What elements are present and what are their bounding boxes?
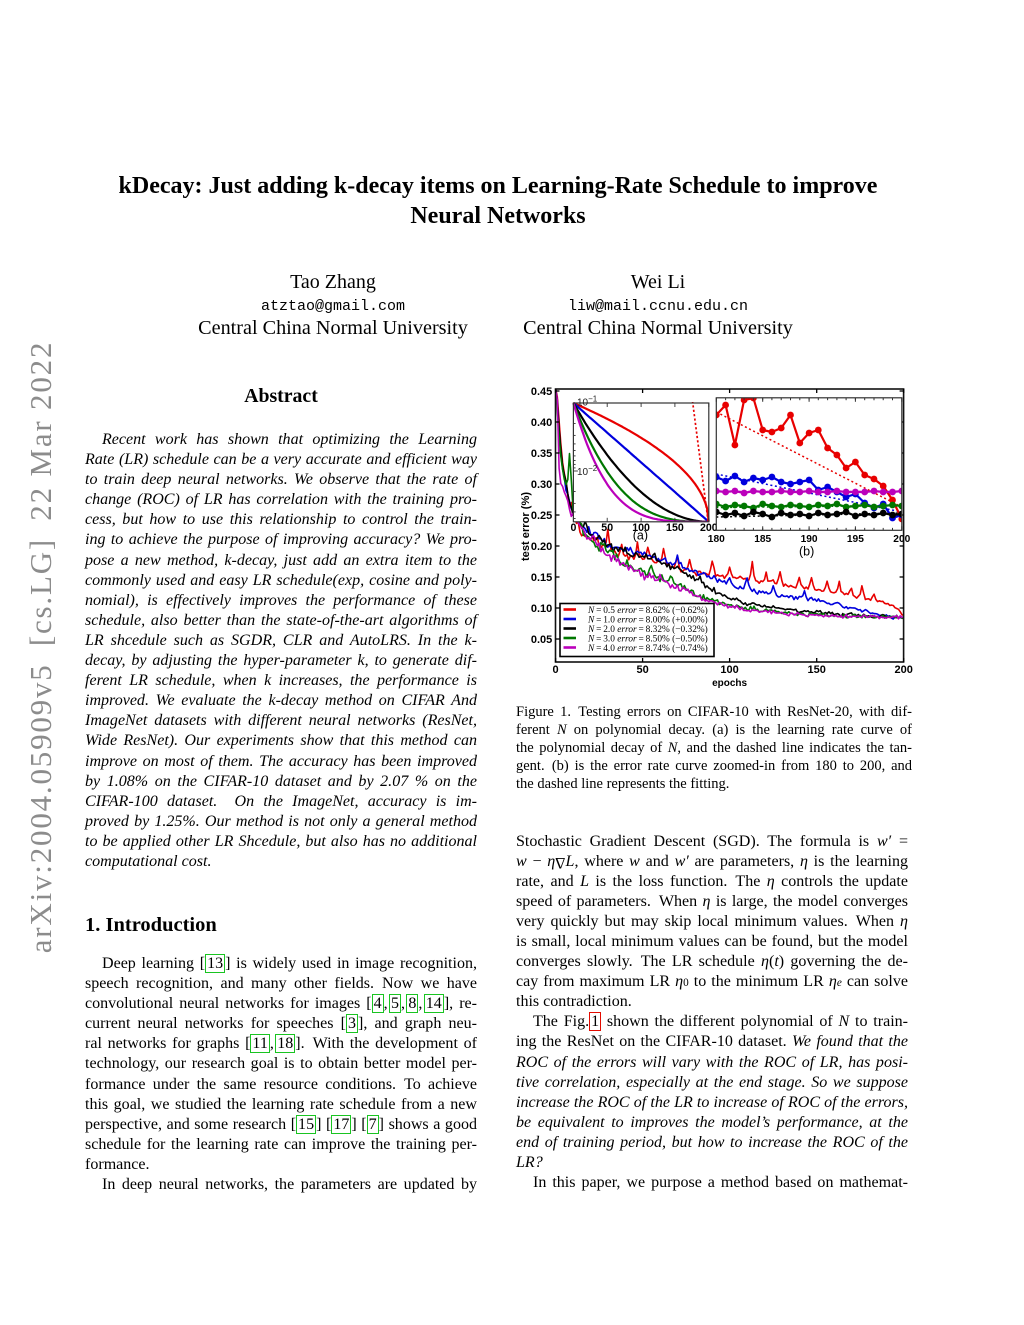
svg-text:150: 150 bbox=[808, 664, 826, 676]
svg-text:0.35: 0.35 bbox=[531, 448, 552, 460]
svg-text:200: 200 bbox=[700, 522, 718, 534]
svg-text:50: 50 bbox=[601, 522, 613, 534]
svg-text:N = 3.0 error = 8.50% (−0.50%): N = 3.0 error = 8.50% (−0.50%) bbox=[587, 634, 708, 645]
svg-text:185: 185 bbox=[754, 534, 771, 545]
svg-text:test error (%): test error (%) bbox=[520, 492, 532, 561]
svg-text:N = 1.0 error = 8.00% (+0.00%): N = 1.0 error = 8.00% (+0.00%) bbox=[587, 615, 708, 626]
svg-text:100: 100 bbox=[720, 664, 738, 676]
svg-text:200: 200 bbox=[895, 664, 913, 676]
svg-text:0.05: 0.05 bbox=[531, 634, 552, 646]
svg-text:0.30: 0.30 bbox=[531, 479, 552, 491]
svg-text:100: 100 bbox=[632, 522, 650, 534]
svg-text:0: 0 bbox=[553, 664, 559, 676]
svg-text:0.45: 0.45 bbox=[531, 386, 552, 398]
svg-text:N = 4.0 error = 8.74% (−0.74%): N = 4.0 error = 8.74% (−0.74%) bbox=[587, 643, 708, 654]
svg-text:epochs: epochs bbox=[712, 678, 747, 689]
svg-text:195: 195 bbox=[847, 534, 864, 545]
svg-text:0.15: 0.15 bbox=[531, 572, 552, 584]
svg-text:180: 180 bbox=[708, 534, 725, 545]
svg-text:(b): (b) bbox=[799, 545, 814, 559]
svg-text:190: 190 bbox=[801, 534, 818, 545]
svg-text:0.25: 0.25 bbox=[531, 510, 552, 522]
svg-text:0.20: 0.20 bbox=[531, 541, 552, 553]
svg-text:0: 0 bbox=[570, 522, 576, 534]
svg-text:(a): (a) bbox=[633, 529, 648, 543]
svg-text:150: 150 bbox=[666, 522, 684, 534]
svg-text:0.10: 0.10 bbox=[531, 603, 552, 615]
svg-text:N = 0.5 error = 8.62% (−0.62%): N = 0.5 error = 8.62% (−0.62%) bbox=[587, 605, 708, 616]
svg-text:200: 200 bbox=[893, 534, 910, 545]
svg-text:0.40: 0.40 bbox=[531, 417, 552, 429]
svg-text:N = 2.0 error = 8.32% (−0.32%): N = 2.0 error = 8.32% (−0.32%) bbox=[587, 624, 708, 635]
svg-text:50: 50 bbox=[636, 664, 648, 676]
